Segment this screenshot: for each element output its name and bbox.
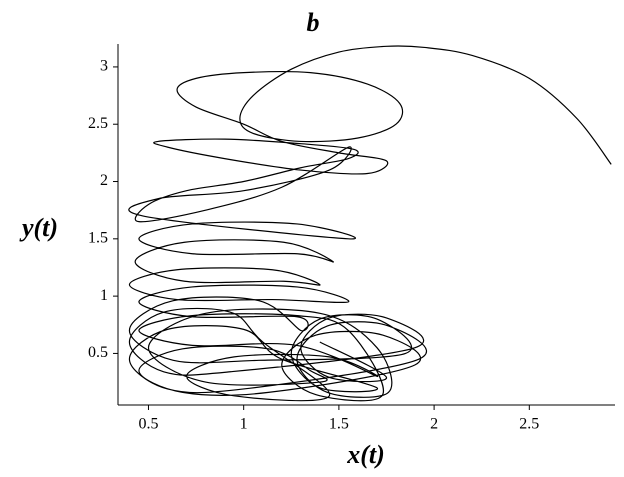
x-tick-label: 1 xyxy=(240,416,248,433)
y-tick-label: 2.5 xyxy=(88,115,108,132)
x-tick-label: 1.5 xyxy=(329,416,349,433)
y-tick-label: 0.5 xyxy=(88,344,108,361)
y-tick-label: 1.5 xyxy=(88,229,108,246)
x-tick-label: 0.5 xyxy=(138,416,158,433)
y-tick-label: 2 xyxy=(100,172,108,189)
y-axis-label: y(t) xyxy=(19,213,58,242)
trajectory-line xyxy=(128,45,612,402)
y-tick-label: 1 xyxy=(100,287,108,304)
x-axis-label: x(t) xyxy=(346,440,385,469)
x-tick-label: 2 xyxy=(430,416,438,433)
x-tick-label: 2.5 xyxy=(519,416,539,433)
chart-title: b xyxy=(307,8,320,37)
y-tick-label: 3 xyxy=(100,58,108,75)
